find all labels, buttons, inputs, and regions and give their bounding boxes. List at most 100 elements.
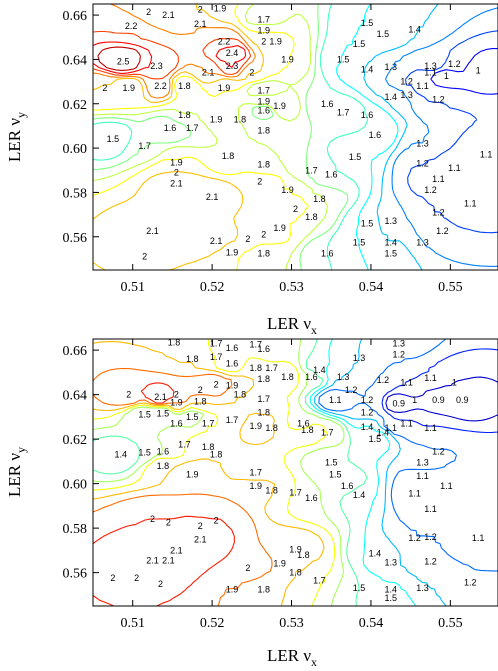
contour-label: 1.2	[432, 207, 445, 217]
contour-label: 1.8	[257, 374, 270, 384]
contour-label: 1.5	[361, 218, 374, 228]
contour-panel-bottom: 1.8 1.7 1.6 1.71.61.8 1.71.6 1.8 1.71.8 1.81.41…	[5, 337, 498, 669]
contour-label: 1.9	[250, 481, 263, 491]
contour-label: 1.1	[448, 163, 461, 173]
contour-label: 1.9	[226, 584, 239, 594]
x-tick-label: 0.52	[200, 280, 225, 295]
contour-label: 1.8	[281, 372, 294, 382]
y-tick-label: 0.58	[63, 522, 88, 537]
contour-label: 1.2	[345, 385, 358, 395]
contour-label: 1.9	[214, 3, 227, 13]
contour-label: 2	[261, 230, 266, 240]
contour-label: 1.2	[408, 533, 421, 543]
contour-label: 2	[158, 579, 163, 589]
contour-line-bottom	[314, 338, 447, 607]
contour-line-top	[92, 3, 349, 271]
contour-label: 1.3	[416, 139, 429, 149]
y-tick-label: 0.62	[63, 433, 88, 448]
contour-line-bottom	[318, 338, 498, 572]
contour-label: 1.6	[257, 344, 270, 354]
contour-label: 1.5	[369, 434, 382, 444]
contour-label: 1.7	[289, 488, 302, 498]
contour-label: 1.3	[424, 61, 437, 71]
contour-label: 1.1	[472, 533, 485, 543]
contour-label: 1.9	[289, 544, 302, 554]
contour-label: 1.7	[186, 123, 199, 133]
contour-label: 2.1	[194, 534, 207, 544]
contour-label: 2	[245, 563, 250, 573]
contour-line-top	[92, 3, 328, 271]
contour-label: 1.5	[157, 409, 170, 419]
contour-label: 1.7	[178, 440, 191, 450]
contour-label: 1.5	[325, 457, 338, 467]
contour-label: 1.6	[361, 110, 374, 120]
contour-label: 1.5	[329, 470, 342, 480]
contour-label: 1.6	[305, 372, 318, 382]
contour-label: 1.8	[222, 151, 235, 161]
contour-label: 2.1	[162, 10, 175, 20]
x-axis-label-bottom: LER νx	[267, 646, 317, 669]
contour-label: 1.9	[218, 83, 231, 93]
contour-label: 2.1	[154, 392, 167, 402]
contour-label: 1.6	[257, 105, 270, 115]
x-tick-label: 0.51	[120, 616, 145, 631]
contour-label: 2	[142, 252, 147, 262]
contour-label: 0.9	[432, 395, 445, 405]
contour-line-bottom	[92, 367, 273, 607]
contour-label: 1.5	[361, 18, 374, 28]
contour-line-top	[92, 3, 264, 271]
contour-label: 1.9	[170, 157, 183, 167]
contour-label: 1.9	[122, 83, 135, 93]
contour-label: 1.8	[257, 160, 270, 170]
contour-label: 1.8	[168, 337, 181, 347]
contour-label: 2	[257, 176, 262, 186]
contour-label: 1.2	[424, 557, 437, 567]
y-axis-label-top: LER νy	[5, 112, 28, 162]
contour-line-bottom	[309, 338, 417, 607]
contour-label: 2	[214, 380, 219, 390]
x-axis-label-top: LER νx	[267, 314, 317, 337]
contour-label: 1.9	[273, 223, 286, 233]
contour-label: 1.4	[377, 427, 390, 437]
contour-label: 1.2	[392, 350, 405, 360]
contour-label: 2.1	[194, 19, 207, 29]
contour-label: 1.1	[416, 471, 429, 481]
contour-label: 1.2	[424, 532, 437, 542]
contour-label: 2	[174, 390, 179, 400]
contour-line-bottom	[92, 338, 368, 607]
contour-label: 1.4	[385, 92, 398, 102]
contour-label: 1.3	[337, 372, 350, 382]
contour-line-bottom	[385, 376, 498, 422]
contour-label: 1.2	[361, 395, 374, 405]
contour-label: 1.1	[432, 174, 445, 184]
contour-line-top	[92, 30, 252, 80]
contour-label: 1.8	[257, 584, 270, 594]
contour-label: 1.3	[416, 457, 429, 467]
contour-line-top	[92, 41, 247, 74]
contour-label: 1.7	[257, 394, 270, 404]
y-tick-label: 0.56	[63, 567, 88, 582]
contour-label: 1.9	[257, 97, 270, 107]
contour-label: 1.9	[281, 54, 294, 64]
contour-label: 2	[146, 7, 151, 17]
contour-label: 1.8	[257, 407, 270, 417]
contour-line-top	[336, 3, 399, 271]
contour-label: 1.3	[416, 237, 429, 247]
contour-label: 1.8	[265, 485, 278, 495]
contour-lines-top	[92, 3, 498, 271]
contour-label: 1.7	[250, 468, 263, 478]
contour-line-top	[97, 46, 141, 71]
contour-label: 1.7	[257, 15, 270, 25]
contour-label: 1.4	[361, 422, 374, 432]
contour-label: 2.4	[226, 48, 239, 58]
x-tick-label: 0.53	[279, 280, 304, 295]
contour-label: 1.7	[305, 165, 318, 175]
y-tick-label: 0.66	[63, 9, 88, 24]
contour-label: 1.3	[385, 62, 398, 72]
contour-label: 2.1	[146, 226, 159, 236]
contour-label: 1.9	[269, 37, 282, 47]
contour-label: 1.2	[361, 407, 374, 417]
contour-label: 1.2	[432, 94, 445, 104]
contour-label: 1	[412, 395, 417, 405]
